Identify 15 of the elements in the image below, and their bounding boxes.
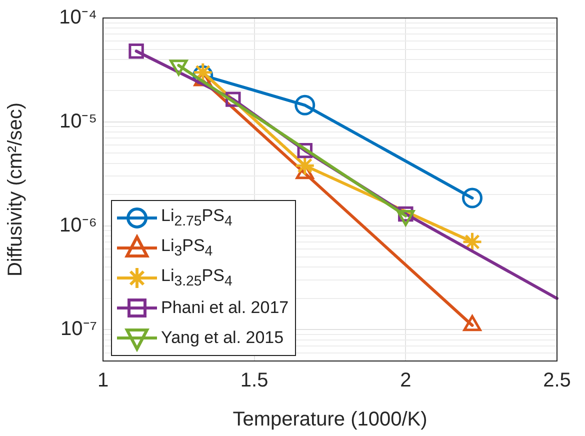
legend-label: Phani et al. 2017 [161, 298, 289, 318]
y-tick-label: 10⁻⁷ [60, 318, 97, 340]
y-tick-label: 10⁻⁴ [59, 6, 97, 29]
y-axis-title: Diffusivity (cm²/sec) [4, 102, 27, 277]
legend-label: Li$_{2.75}$PS$_{4}$ [161, 206, 232, 230]
x-tick-label: 1.5 [240, 370, 268, 392]
x-tick-label: 2 [400, 370, 412, 392]
legend-label: Li$_{3.25}$PS$_{4}$ [161, 266, 232, 290]
legend-label: Yang et al. 2015 [161, 328, 284, 348]
x-tick-label: 1 [97, 370, 109, 392]
legend-label: Li$_{3}$PS$_{4}$ [161, 236, 213, 260]
x-tick-label: 2.5 [543, 370, 571, 392]
y-tick-label: 10⁻⁵ [59, 110, 97, 132]
y-tick-label: 10⁻⁶ [60, 214, 97, 236]
x-axis-title: Temperature (1000/K) [232, 408, 428, 431]
